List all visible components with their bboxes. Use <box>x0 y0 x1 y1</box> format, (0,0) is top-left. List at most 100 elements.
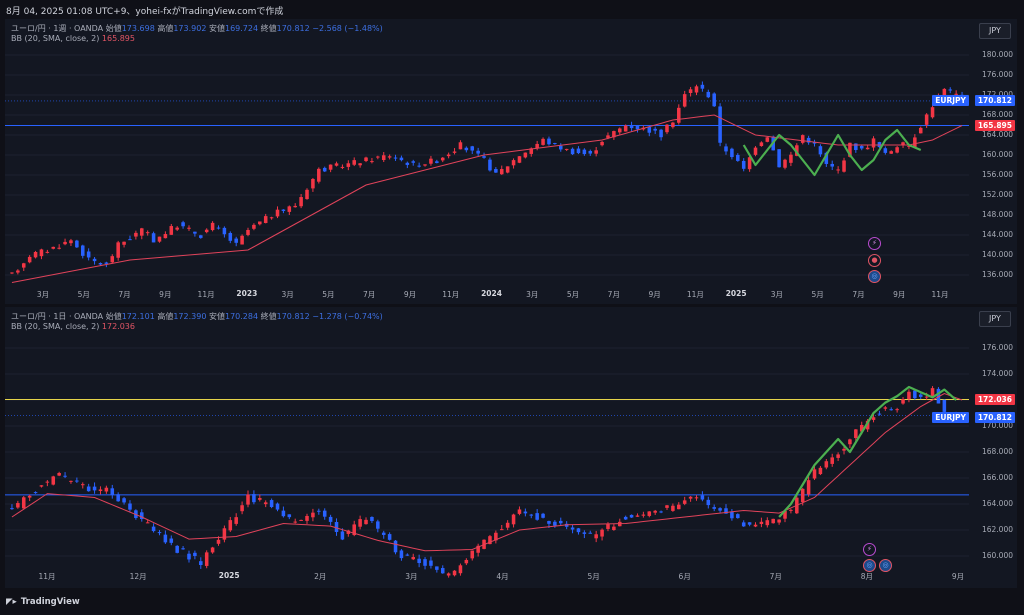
candle <box>659 511 663 513</box>
candle <box>216 227 221 229</box>
price-tick-label: 168.000 <box>981 110 1013 119</box>
time-tick-label: 8月 <box>860 572 874 581</box>
candle <box>830 163 834 167</box>
globe-icon[interactable]: ◎ <box>863 559 876 572</box>
candle <box>393 540 398 553</box>
candle <box>800 135 805 143</box>
candle <box>913 390 917 399</box>
candle <box>895 147 899 153</box>
candle <box>718 106 722 143</box>
candle <box>523 511 528 514</box>
candle <box>169 226 174 235</box>
time-tick-label: 9月 <box>403 290 417 299</box>
bb-legend[interactable]: BB (20, SMA, close, 2) 172.036 <box>11 322 135 331</box>
candle <box>494 169 498 173</box>
candle <box>75 480 79 482</box>
candle <box>865 147 870 150</box>
globe-icon[interactable]: ◎ <box>879 559 892 572</box>
candle <box>511 160 516 166</box>
candle <box>10 272 14 274</box>
candle <box>859 145 864 149</box>
candle <box>163 534 168 543</box>
candle <box>682 500 687 504</box>
candle <box>122 241 126 245</box>
candle <box>417 558 421 564</box>
candle <box>16 270 20 273</box>
candle <box>854 429 858 439</box>
daily-chart-pane[interactable]: ユーロ/円 · 1日 · OANDA 始値172.101 高値172.390 安… <box>5 307 1017 588</box>
candle <box>381 155 386 161</box>
lightning-icon[interactable]: ⚡ <box>863 543 876 556</box>
candle <box>677 107 681 123</box>
candle <box>653 510 657 513</box>
candle <box>859 424 864 432</box>
candle <box>287 206 292 212</box>
candle <box>499 169 504 175</box>
candle <box>51 476 56 485</box>
candle <box>39 249 44 257</box>
time-tick-label: 7月 <box>852 290 865 299</box>
candle <box>653 128 657 131</box>
candle <box>535 143 539 149</box>
weekly-price-plot[interactable] <box>5 19 973 304</box>
candle <box>80 484 85 486</box>
candle <box>759 521 764 525</box>
candle <box>458 142 463 150</box>
candle <box>263 502 268 505</box>
candle <box>771 518 775 524</box>
candle <box>376 521 380 529</box>
candle <box>765 520 770 526</box>
candle <box>694 497 699 499</box>
currency-button[interactable]: JPY <box>979 23 1011 39</box>
candle <box>948 89 953 91</box>
price-axis[interactable]: JPY 180.000176.000172.000168.000164.0001… <box>973 19 1017 304</box>
candle <box>287 514 292 518</box>
bb-price-tag: 172.036 <box>974 394 1015 406</box>
time-tick-label: 9月 <box>648 290 661 299</box>
candle <box>688 496 693 499</box>
currency-button[interactable]: JPY <box>979 311 1011 327</box>
flag-icon[interactable]: ● <box>868 254 881 267</box>
candle <box>429 560 433 566</box>
candle <box>736 514 740 519</box>
candle <box>440 157 445 161</box>
candle <box>305 515 309 521</box>
candle <box>440 568 445 574</box>
candle <box>104 262 109 264</box>
time-tick-label: 6月 <box>678 572 691 581</box>
bb-legend[interactable]: BB (20, SMA, close, 2) 165.895 <box>11 34 135 43</box>
time-tick-label: 7月 <box>118 290 131 299</box>
candle <box>399 157 404 161</box>
candle <box>665 505 669 508</box>
candle <box>293 205 297 208</box>
candle <box>252 494 256 503</box>
candle <box>889 151 894 154</box>
candle <box>145 522 150 524</box>
price-tick-label: 164.000 <box>981 499 1013 508</box>
candle <box>470 550 475 559</box>
candle <box>411 557 416 560</box>
footer[interactable]: ◤▸ TradingView <box>6 597 80 607</box>
time-tick-label: 2月 <box>314 572 327 581</box>
candle <box>747 157 752 170</box>
candle <box>494 532 498 541</box>
globe-icon[interactable]: ◎ <box>868 270 881 283</box>
candle <box>930 388 935 397</box>
price-tick-label: 140.000 <box>981 250 1013 259</box>
daily-price-plot[interactable] <box>5 307 973 588</box>
price-axis[interactable]: JPY 176.000174.000172.000170.000168.0001… <box>973 307 1017 588</box>
candle <box>824 152 829 164</box>
candle <box>665 124 669 133</box>
candle <box>547 521 551 524</box>
candle <box>606 135 610 138</box>
candle <box>576 528 581 533</box>
candle <box>505 166 510 173</box>
lightning-icon[interactable]: ⚡ <box>868 237 881 250</box>
candle <box>724 146 728 152</box>
candle <box>399 550 404 559</box>
time-tick-label: 9月 <box>893 290 906 299</box>
candle <box>393 157 398 159</box>
candle <box>269 217 274 219</box>
bollinger-band-line <box>11 392 963 552</box>
weekly-chart-pane[interactable]: ユーロ/円 · 1週 · OANDA 始値173.698 高値173.902 安… <box>5 19 1017 304</box>
